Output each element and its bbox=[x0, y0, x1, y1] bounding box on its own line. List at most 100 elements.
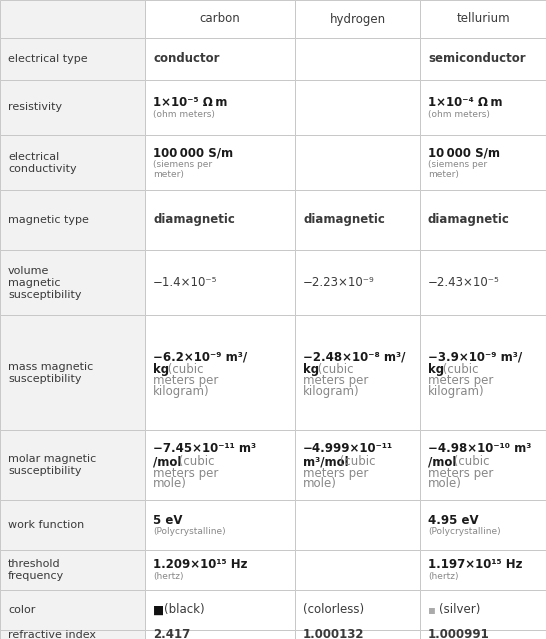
Text: meters per: meters per bbox=[153, 374, 218, 387]
Bar bbox=[145, 190, 295, 250]
Text: 4.95 eV: 4.95 eV bbox=[428, 514, 479, 527]
Text: −2.23×10⁻⁹: −2.23×10⁻⁹ bbox=[303, 276, 375, 289]
Text: −7.45×10⁻¹¹ m³: −7.45×10⁻¹¹ m³ bbox=[153, 442, 256, 456]
Text: conductivity: conductivity bbox=[8, 164, 76, 174]
Text: −3.9×10⁻⁹ m³/: −3.9×10⁻⁹ m³/ bbox=[428, 350, 522, 363]
Bar bbox=[295, 550, 420, 590]
Text: (ohm meters): (ohm meters) bbox=[428, 110, 490, 119]
Text: 1×10⁻⁵ Ω m: 1×10⁻⁵ Ω m bbox=[153, 96, 227, 109]
Text: (cubic: (cubic bbox=[336, 456, 376, 468]
Text: (cubic: (cubic bbox=[439, 363, 478, 376]
Text: 1.197×10¹⁵ Hz: 1.197×10¹⁵ Hz bbox=[428, 558, 523, 571]
Text: magnetic type: magnetic type bbox=[8, 215, 89, 225]
Bar bbox=[295, 630, 420, 639]
Bar bbox=[0, 590, 145, 630]
Text: conductor: conductor bbox=[153, 52, 219, 66]
Text: refractive index: refractive index bbox=[8, 629, 96, 639]
Bar bbox=[295, 590, 420, 630]
Text: mole): mole) bbox=[428, 477, 462, 491]
Text: meter): meter) bbox=[428, 170, 459, 179]
Text: 10 000 S/m: 10 000 S/m bbox=[428, 146, 500, 159]
Bar bbox=[0, 500, 145, 550]
Text: kg: kg bbox=[153, 363, 169, 376]
Text: kilogram): kilogram) bbox=[428, 385, 485, 398]
Text: (cubic: (cubic bbox=[175, 456, 215, 468]
Text: 1.209×10¹⁵ Hz: 1.209×10¹⁵ Hz bbox=[153, 558, 247, 571]
Text: meter): meter) bbox=[153, 170, 184, 179]
Bar bbox=[0, 80, 145, 135]
Text: electrical: electrical bbox=[8, 151, 60, 162]
Text: meters per: meters per bbox=[428, 374, 494, 387]
Bar bbox=[145, 315, 295, 430]
Text: (hertz): (hertz) bbox=[428, 573, 459, 581]
Bar bbox=[420, 500, 546, 550]
Bar bbox=[0, 315, 145, 430]
Bar bbox=[295, 315, 420, 430]
Text: kg: kg bbox=[303, 363, 319, 376]
Text: −4.999×10⁻¹¹: −4.999×10⁻¹¹ bbox=[303, 442, 393, 456]
Bar bbox=[295, 0, 420, 38]
Bar bbox=[420, 250, 546, 315]
Bar bbox=[145, 550, 295, 590]
Text: diamagnetic: diamagnetic bbox=[303, 213, 385, 226]
Text: susceptibility: susceptibility bbox=[8, 374, 81, 383]
Bar bbox=[420, 550, 546, 590]
Text: volume: volume bbox=[8, 265, 49, 275]
Bar bbox=[295, 500, 420, 550]
Text: diamagnetic: diamagnetic bbox=[428, 213, 510, 226]
Text: (silver): (silver) bbox=[439, 603, 480, 617]
Text: meters per: meters per bbox=[428, 466, 494, 479]
Bar bbox=[295, 250, 420, 315]
Bar bbox=[0, 250, 145, 315]
Text: resistivity: resistivity bbox=[8, 102, 62, 112]
Text: tellurium: tellurium bbox=[456, 13, 510, 26]
Text: susceptibility: susceptibility bbox=[8, 289, 81, 300]
Text: susceptibility: susceptibility bbox=[8, 466, 81, 476]
Bar bbox=[0, 38, 145, 80]
Text: meters per: meters per bbox=[303, 466, 369, 479]
Bar bbox=[145, 430, 295, 500]
Bar bbox=[420, 430, 546, 500]
Text: electrical type: electrical type bbox=[8, 54, 87, 64]
Bar bbox=[0, 430, 145, 500]
Bar bbox=[295, 80, 420, 135]
Bar bbox=[420, 0, 546, 38]
Bar bbox=[420, 315, 546, 430]
Text: (siemens per: (siemens per bbox=[428, 160, 487, 169]
Text: semiconductor: semiconductor bbox=[428, 52, 526, 66]
Text: −2.48×10⁻⁸ m³/: −2.48×10⁻⁸ m³/ bbox=[303, 350, 405, 363]
Text: threshold: threshold bbox=[8, 559, 61, 569]
Bar bbox=[0, 0, 145, 38]
Bar bbox=[295, 38, 420, 80]
Text: ■: ■ bbox=[153, 603, 164, 617]
Text: frequency: frequency bbox=[8, 571, 64, 581]
Text: 1.000132: 1.000132 bbox=[303, 628, 365, 639]
Text: m³/mol: m³/mol bbox=[303, 456, 349, 468]
Bar bbox=[295, 135, 420, 190]
Bar bbox=[145, 38, 295, 80]
Text: (colorless): (colorless) bbox=[303, 603, 364, 617]
Bar bbox=[145, 135, 295, 190]
Text: −1.4×10⁻⁵: −1.4×10⁻⁵ bbox=[153, 276, 217, 289]
Bar bbox=[145, 500, 295, 550]
Text: carbon: carbon bbox=[200, 13, 240, 26]
Bar bbox=[0, 630, 145, 639]
Text: kilogram): kilogram) bbox=[153, 385, 210, 398]
Text: (black): (black) bbox=[164, 603, 205, 617]
Text: −2.43×10⁻⁵: −2.43×10⁻⁵ bbox=[428, 276, 500, 289]
Text: kilogram): kilogram) bbox=[303, 385, 360, 398]
Bar bbox=[420, 190, 546, 250]
Text: (hertz): (hertz) bbox=[153, 573, 183, 581]
Text: −4.98×10⁻¹⁰ m³: −4.98×10⁻¹⁰ m³ bbox=[428, 442, 531, 456]
Bar bbox=[0, 190, 145, 250]
Text: hydrogen: hydrogen bbox=[329, 13, 385, 26]
Bar bbox=[420, 135, 546, 190]
Text: mole): mole) bbox=[153, 477, 187, 491]
Text: /mol: /mol bbox=[153, 456, 181, 468]
Bar bbox=[145, 0, 295, 38]
Bar bbox=[420, 38, 546, 80]
Text: (siemens per: (siemens per bbox=[153, 160, 212, 169]
Bar bbox=[420, 630, 546, 639]
Bar bbox=[0, 550, 145, 590]
Bar bbox=[145, 80, 295, 135]
